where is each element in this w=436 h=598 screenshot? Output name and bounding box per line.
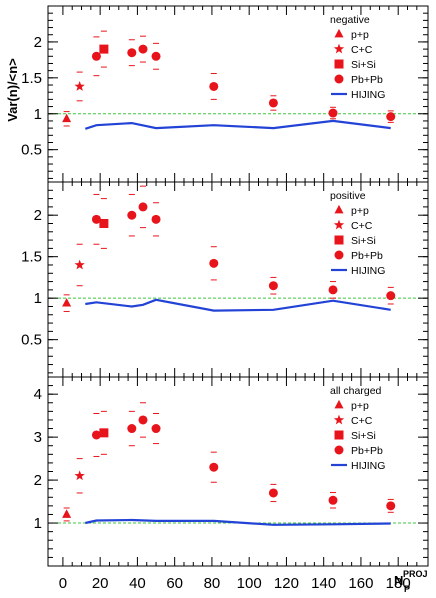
legend-label: Si+Si: [351, 430, 376, 442]
legend-label: p+p: [351, 29, 369, 41]
x-axis-title-sup: PROJ: [403, 569, 428, 579]
legend-star-swatch: [333, 43, 345, 54]
x-tick-label: 180: [386, 575, 411, 592]
y-tick-label: 1: [34, 515, 42, 532]
legend-label: C+C: [351, 415, 373, 427]
data-point-circle: [138, 202, 148, 212]
hijing-line: [85, 298, 391, 312]
y-tick-label: 2: [34, 34, 42, 51]
data-point-circle: [151, 51, 161, 61]
data-point-star: [74, 259, 85, 270]
legend-triangle-swatch: [334, 204, 344, 214]
legend-label: Si+Si: [351, 59, 376, 71]
data-point-circle: [209, 258, 219, 268]
data-point-circle: [151, 424, 161, 434]
y-axis-title: Var(n)/<n>: [5, 58, 20, 122]
legend-triangle-swatch: [334, 28, 344, 38]
legend-label: HIJING: [351, 265, 385, 277]
y-tick-label: 1.5: [21, 249, 42, 266]
data-point-circle: [328, 285, 338, 295]
data-point-circle: [138, 415, 148, 425]
panel-2: 1 2 3 4 all charged p+p C+C Si+Si Pb+Pb HIJING: [34, 376, 429, 567]
data-point-circle: [138, 44, 148, 54]
data-point-circle: [268, 281, 278, 291]
legend-star-swatch: [333, 414, 345, 425]
data-point-circle: [127, 210, 137, 220]
x-tick-label: 80: [204, 575, 221, 592]
legend-panel-label: all charged: [330, 385, 382, 397]
data-point-circle: [268, 98, 278, 108]
data-point-square: [99, 428, 109, 438]
y-tick-label: 1: [34, 290, 42, 307]
legend-triangle-swatch: [334, 399, 344, 409]
data-point-circle: [151, 214, 161, 224]
legend-square-swatch: [334, 430, 344, 440]
legend-label: p+p: [351, 205, 369, 217]
legend-panel-label: positive: [330, 190, 366, 202]
data-point-triangle: [62, 509, 72, 518]
y-tick-label: 4: [34, 386, 42, 403]
x-tick-label: 0: [59, 575, 67, 592]
legend-label: p+p: [351, 400, 369, 412]
hijing-line: [85, 518, 391, 526]
x-tick-label: 120: [274, 575, 299, 592]
legend-label: C+C: [351, 44, 373, 56]
data-point-triangle: [62, 297, 72, 307]
hijing-line: [84, 119, 391, 130]
panel-0: 0.5 1 1.5 2 negative p+p C+C Si+Si Pb+Pb HIJING: [21, 5, 429, 183]
data-point-circle: [209, 81, 219, 91]
legend-label: Pb+Pb: [351, 445, 383, 457]
y-tick-label: 1: [34, 106, 42, 123]
data-point-circle: [91, 214, 101, 224]
data-point-square: [99, 218, 109, 228]
data-point-circle: [268, 488, 278, 498]
y-tick-label: 0.5: [21, 142, 42, 159]
x-tick-label: 140: [311, 575, 336, 592]
data-point-circle: [328, 495, 338, 505]
legend-circle-swatch: [334, 445, 344, 455]
x-axis-title-sub: P: [404, 584, 410, 594]
y-tick-label: 2: [34, 472, 42, 489]
legend-circle-swatch: [334, 74, 344, 84]
y-tick-label: 3: [34, 429, 42, 446]
data-point-triangle: [62, 113, 72, 123]
x-tick-label: 100: [237, 575, 262, 592]
data-point-circle: [209, 462, 219, 472]
data-point-star: [74, 470, 85, 481]
legend-square-swatch: [334, 235, 344, 245]
data-point-square: [99, 44, 109, 54]
legend-label: HIJING: [351, 89, 385, 101]
data-point-circle: [91, 430, 101, 440]
y-tick-label: 2: [34, 207, 42, 224]
data-point-circle: [127, 424, 137, 434]
legend-square-swatch: [334, 59, 344, 69]
legend-star-swatch: [333, 219, 345, 230]
data-point-circle: [91, 51, 101, 61]
data-point-star: [74, 81, 85, 91]
x-tick-label: 160: [348, 575, 373, 592]
data-point-circle: [127, 48, 137, 58]
data-point-circle: [328, 108, 338, 118]
data-point-circle: [386, 501, 396, 511]
panel-1: 0.5 1 1.5 2 positive p+p C+C Si+Si Pb+Pb HIJING: [21, 181, 429, 378]
data-point-circle: [386, 112, 396, 122]
x-axis-title: N: [394, 573, 403, 588]
legend-label: C+C: [351, 220, 373, 232]
legend-panel-label: negative: [330, 14, 370, 26]
data-point-circle: [386, 291, 396, 301]
panel-frame: [47, 181, 429, 378]
y-tick-label: 0.5: [21, 332, 42, 349]
legend-label: HIJING: [351, 460, 385, 472]
legend-label: Si+Si: [351, 235, 376, 247]
y-tick-label: 1.5: [21, 70, 42, 87]
x-tick-label: 40: [129, 575, 146, 592]
x-tick-label: 20: [92, 575, 109, 592]
legend-label: Pb+Pb: [351, 250, 383, 262]
legend-circle-swatch: [334, 250, 344, 260]
legend-label: Pb+Pb: [351, 74, 383, 86]
x-tick-label: 60: [166, 575, 183, 592]
